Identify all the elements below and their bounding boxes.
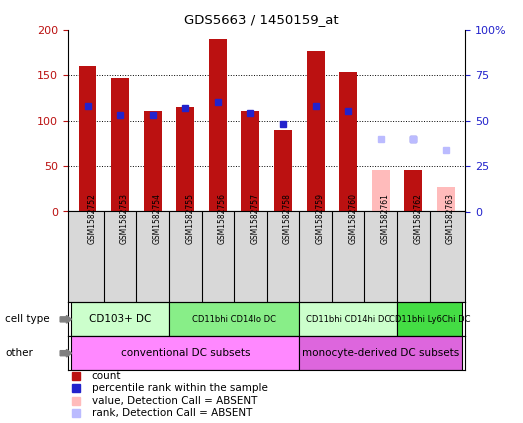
Text: percentile rank within the sample: percentile rank within the sample: [92, 383, 268, 393]
Text: value, Detection Call = ABSENT: value, Detection Call = ABSENT: [92, 396, 257, 406]
Text: CD11bhi CD14lo DC: CD11bhi CD14lo DC: [192, 315, 276, 324]
Bar: [404, 170, 422, 212]
Text: GSM1582763: GSM1582763: [446, 193, 455, 244]
Bar: [299, 336, 462, 370]
Bar: [144, 111, 162, 212]
Bar: [176, 107, 194, 212]
Text: GSM1582757: GSM1582757: [251, 193, 259, 244]
Text: rank, Detection Call = ABSENT: rank, Detection Call = ABSENT: [92, 408, 252, 418]
Bar: [209, 39, 227, 212]
Bar: [242, 111, 259, 212]
Bar: [71, 336, 299, 370]
Bar: [372, 170, 390, 212]
Bar: [274, 129, 292, 212]
Text: GSM1582759: GSM1582759: [315, 193, 325, 244]
Bar: [299, 302, 397, 336]
Text: CD11bhi CD14hi DC: CD11bhi CD14hi DC: [306, 315, 390, 324]
Text: GSM1582762: GSM1582762: [413, 193, 423, 244]
Bar: [78, 66, 97, 212]
Text: cell type: cell type: [5, 314, 50, 324]
Text: GSM1582756: GSM1582756: [218, 193, 227, 244]
Bar: [306, 52, 325, 212]
Text: CD11bhi Ly6Chi DC: CD11bhi Ly6Chi DC: [389, 315, 470, 324]
Text: GSM1582754: GSM1582754: [153, 193, 162, 244]
Text: monocyte-derived DC subsets: monocyte-derived DC subsets: [302, 348, 459, 358]
Text: GSM1582753: GSM1582753: [120, 193, 129, 244]
Text: CD103+ DC: CD103+ DC: [89, 314, 151, 324]
Bar: [71, 302, 169, 336]
Text: GSM1582752: GSM1582752: [87, 193, 97, 244]
Text: GSM1582761: GSM1582761: [381, 193, 390, 244]
Text: count: count: [92, 371, 121, 381]
Bar: [437, 187, 455, 212]
Text: conventional DC subsets: conventional DC subsets: [120, 348, 250, 358]
Text: GSM1582758: GSM1582758: [283, 193, 292, 244]
Text: other: other: [5, 348, 33, 358]
Text: GSM1582760: GSM1582760: [348, 193, 357, 244]
Text: GSM1582755: GSM1582755: [185, 193, 194, 244]
Bar: [111, 78, 129, 212]
Bar: [169, 302, 299, 336]
Text: GDS5663 / 1450159_at: GDS5663 / 1450159_at: [184, 13, 339, 26]
Bar: [339, 72, 357, 212]
Bar: [397, 302, 462, 336]
